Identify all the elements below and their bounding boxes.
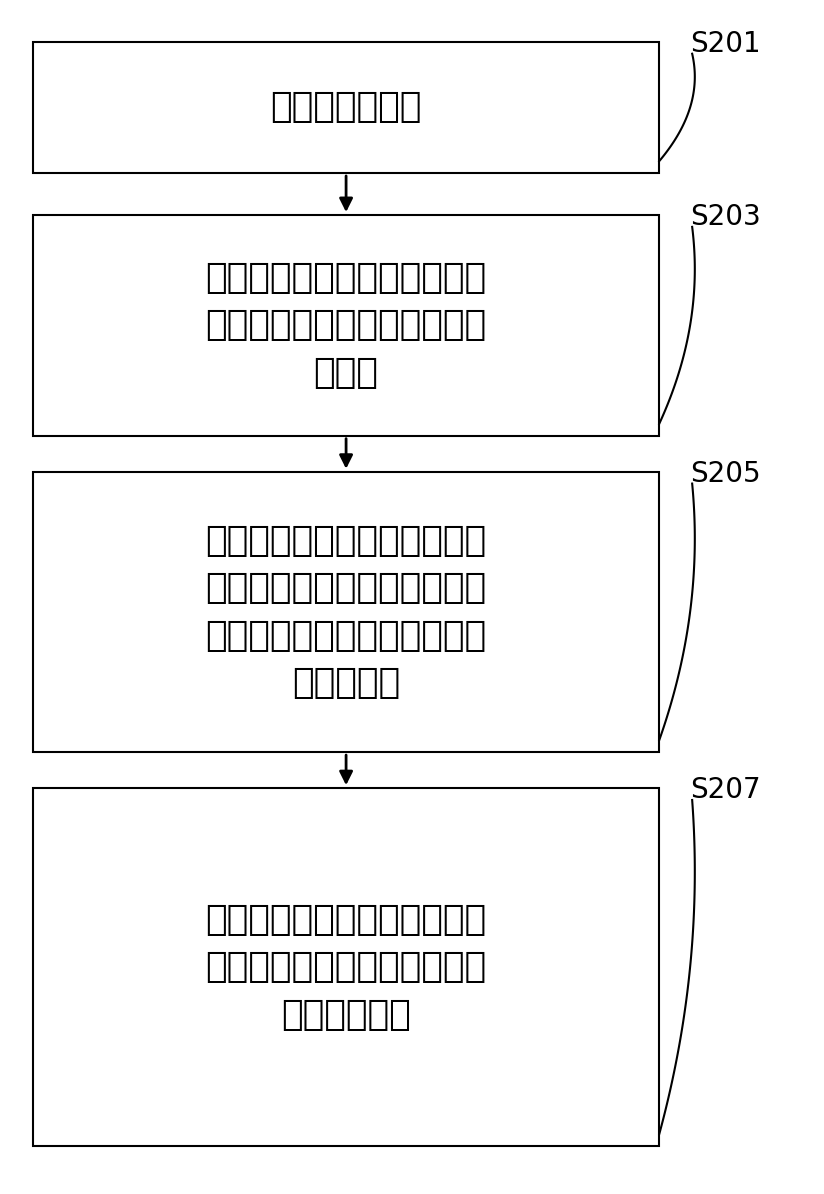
Text: S203: S203	[690, 203, 761, 230]
Bar	[33, 788, 659, 1146]
Text: 将在生成所述待仿真波次之前
备份的商品库存数据存储至仿
真仓库: 将在生成所述待仿真波次之前 备份的商品库存数据存储至仿 真仓库	[205, 260, 487, 390]
Bar	[33, 42, 659, 173]
Text: S205: S205	[690, 460, 761, 487]
Text: 根据所述待仿真波次的波次号
，从真实仓库中获取所述待仿
真波次对应的商品与订单之间
的关联关系: 根据所述待仿真波次的波次号 ，从真实仓库中获取所述待仿 真波次对应的商品与订单之…	[205, 524, 487, 700]
Text: 根据所述关联关系和所述商品
库存数据，生成所述待仿真波
次的仿真波次: 根据所述关联关系和所述商品 库存数据，生成所述待仿真波 次的仿真波次	[205, 903, 487, 1032]
Bar	[33, 472, 659, 752]
Text: S201: S201	[690, 30, 761, 57]
Text: S207: S207	[690, 776, 761, 804]
Bar	[33, 215, 659, 436]
Text: 确定待仿真波次: 确定待仿真波次	[270, 91, 422, 124]
